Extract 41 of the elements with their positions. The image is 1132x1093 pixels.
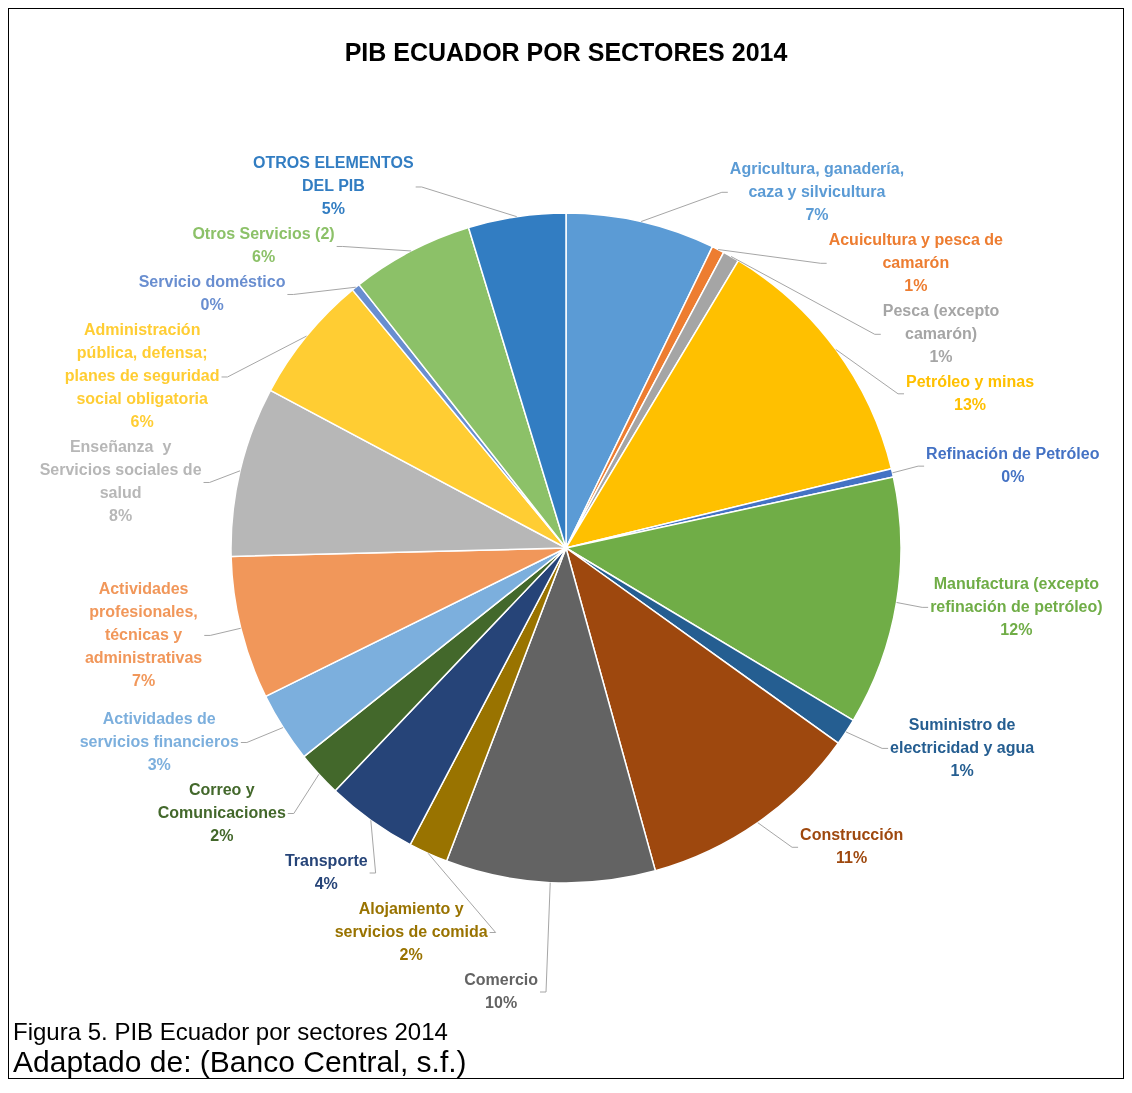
slice-label: Transporte: [284, 851, 368, 869]
slice-label: Pesca (excepto camarón): [882, 301, 1000, 342]
slice-label: Comercio: [464, 970, 539, 988]
data-label: 11%: [836, 849, 868, 867]
text: Figura 5. PIB Ecuador por sectores 2014: [12, 1018, 449, 1046]
slice-label: Actividades de servicios financieros: [79, 709, 239, 750]
slice-label: Actividades profesionales, técnicas y administrativas: [84, 579, 203, 666]
slice-label: Correo y Comunicaciones: [157, 780, 286, 821]
data-label: 1%: [904, 276, 928, 294]
data-label: 12%: [1000, 620, 1033, 638]
data-label: 1%: [929, 347, 953, 365]
slice-label: Servicio doméstico: [138, 273, 286, 291]
slice-label: Otros Servicios (2): [192, 225, 335, 243]
slice-label: Refinación de Petróleo: [926, 445, 1100, 463]
chart-title: PIB ECUADOR POR SECTORES 2014: [344, 37, 788, 66]
data-label: 10%: [485, 993, 518, 1011]
data-label: 0%: [200, 296, 224, 314]
slice-label: Alojamiento y servicios de comida: [334, 899, 488, 940]
text: Adaptado de: (Banco Central, s.f.): [12, 1045, 468, 1079]
data-label: 3%: [147, 755, 171, 773]
data-label: 5%: [321, 200, 345, 218]
slice-label: Enseñanza y Servicios sociales de salud: [39, 438, 202, 502]
slice-label: Suministro de electricidad y agua: [890, 715, 1035, 756]
data-label: 7%: [805, 205, 829, 223]
slice-label: Administración pública, defensa; planes de seguridad social obligatoria: [64, 321, 220, 408]
data-label: 2%: [399, 945, 423, 963]
data-label: 2%: [210, 826, 234, 844]
data-label: 13%: [954, 395, 987, 413]
slice-label: Acuicultura y pesca de camarón: [828, 230, 1004, 271]
data-label: 0%: [1001, 468, 1025, 486]
slice-label: Agricultura, ganadería, caza y silvicultura: [729, 159, 905, 200]
data-label: 6%: [130, 413, 154, 431]
slice-label: Manufactura (excepto refinación de petróleo): [930, 574, 1103, 615]
slice-label: Construcción: [800, 826, 904, 844]
data-label: 1%: [950, 761, 974, 779]
slice-label: OTROS ELEMENTOS DEL PIB: [253, 154, 415, 195]
data-label: 7%: [132, 671, 156, 689]
data-label: 4%: [314, 874, 338, 892]
data-label: 8%: [109, 507, 133, 525]
slice-label: Petróleo y minas: [906, 372, 1035, 390]
data-label: 6%: [251, 248, 276, 266]
